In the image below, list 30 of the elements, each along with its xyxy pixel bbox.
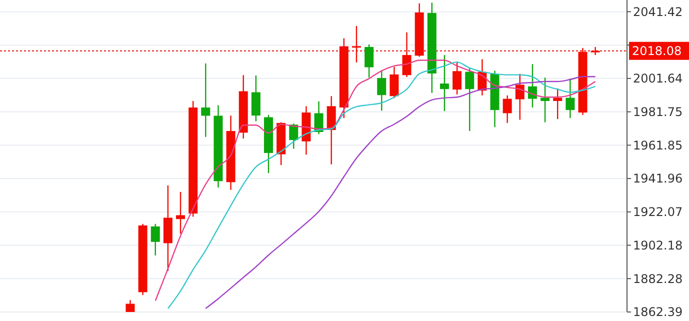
candlestick xyxy=(201,62,210,138)
candlestick xyxy=(452,60,462,96)
y-tick-label: 1922.07 xyxy=(633,205,683,220)
candlestick xyxy=(176,191,186,234)
y-tick-label: 1941.96 xyxy=(633,172,683,186)
candlestick xyxy=(251,74,260,122)
y-tick-label: 1882.28 xyxy=(633,272,683,286)
candlestick xyxy=(528,63,537,108)
y-tick-label: 1961.85 xyxy=(633,138,683,152)
candlestick xyxy=(553,88,562,120)
candlestick xyxy=(566,78,575,119)
ref-line-label: 2018.08 xyxy=(632,44,682,58)
candlestick xyxy=(126,299,135,313)
candlestick xyxy=(390,66,399,99)
candlestick xyxy=(515,73,524,120)
y-tick-label: 1981.75 xyxy=(633,104,683,119)
candlestick xyxy=(364,44,374,78)
candlestick xyxy=(440,54,449,112)
y-tick-label: 2041.42 xyxy=(633,4,683,19)
candlestick xyxy=(289,123,298,150)
y-tick-label: 1862.39 xyxy=(633,305,683,320)
y-tick-label: 1902.18 xyxy=(633,238,683,252)
candlestick xyxy=(502,94,512,124)
candlestick xyxy=(150,223,160,256)
candlestick xyxy=(314,100,324,135)
y-tick-label: 2001.64 xyxy=(633,72,683,86)
candlestick xyxy=(540,77,550,123)
candlestick xyxy=(326,96,336,165)
candlestick xyxy=(377,70,386,112)
candlestick xyxy=(465,67,474,132)
